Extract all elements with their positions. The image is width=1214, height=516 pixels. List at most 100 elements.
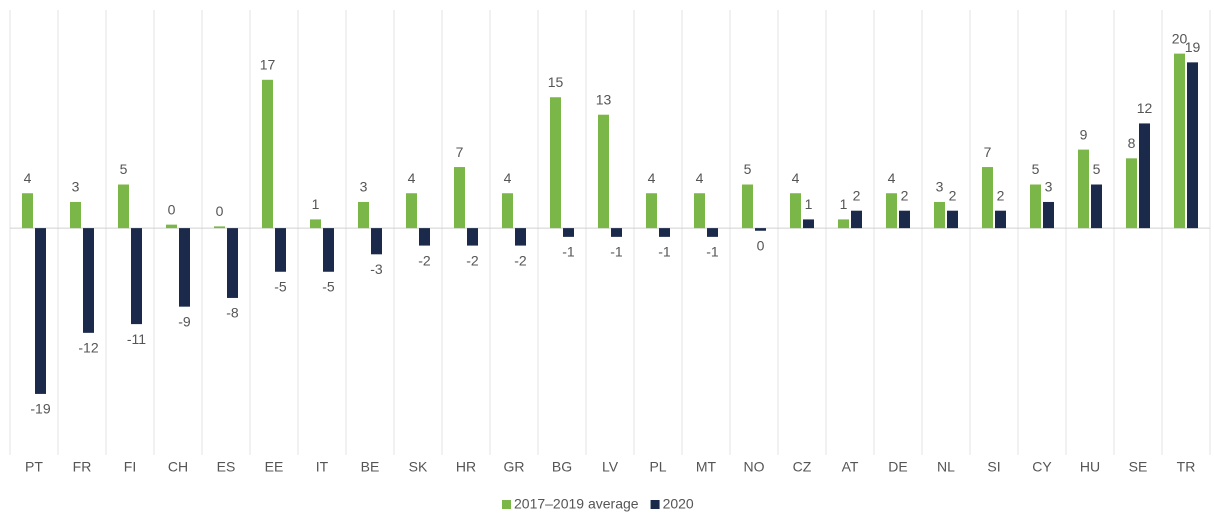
x-tick-label: DE [888,459,907,475]
x-tick-label: HR [456,459,476,475]
data-label: -19 [30,401,50,417]
data-label: 3 [1045,179,1053,195]
bar [70,201,81,229]
bar [214,226,225,229]
x-tick-label: AT [842,459,859,475]
data-label: -1 [562,244,575,260]
x-tick-label: FI [124,459,136,475]
bar [1139,123,1150,229]
bar [179,228,190,307]
bar [947,210,958,229]
x-tick-label: LV [602,459,619,475]
data-label: 19 [1185,39,1201,55]
x-tick-label: SE [1129,459,1148,475]
bar [838,219,849,229]
legend-swatch [502,500,511,509]
data-label: 4 [696,170,704,186]
bar [982,167,993,229]
bar [118,184,129,229]
bar [659,228,670,237]
data-label: -1 [658,244,671,260]
data-label: 1 [840,196,848,212]
data-label: -11 [127,331,146,347]
bar [35,228,46,394]
x-tick-label: NO [744,459,765,475]
data-label: 0 [757,237,765,253]
x-tick-label: BG [552,459,572,475]
data-label: 3 [936,179,944,195]
x-tick-label: HU [1080,459,1100,475]
x-tick-label: MT [696,459,717,475]
bar [131,228,142,325]
data-label: -8 [226,305,239,321]
x-tick-label: SK [409,459,428,475]
x-tick-label: PL [649,459,666,475]
legend-label: 2020 [663,496,694,512]
bar [934,201,945,229]
x-tick-label: CH [168,459,188,475]
data-label: 7 [984,144,992,160]
bar [995,210,1006,229]
bar [22,193,33,229]
legend-label: 2017–2019 average [514,496,639,512]
data-label: -2 [418,252,431,268]
bar [1030,184,1041,229]
data-label: 5 [744,161,752,177]
bar [323,228,334,272]
bar [515,228,526,246]
data-label: 9 [1080,126,1088,142]
bar [1078,149,1089,229]
bar [83,228,94,333]
data-label: -1 [706,244,719,260]
bar [550,97,561,229]
bar [1091,184,1102,229]
data-label: 3 [360,179,368,195]
data-label: 0 [168,201,176,217]
legend-swatch [650,500,660,509]
data-label: 1 [805,196,813,212]
bar [371,228,382,255]
data-label: 8 [1128,135,1136,151]
data-label: -5 [274,278,287,294]
bar [419,228,430,246]
bar [358,201,369,229]
x-tick-label: IT [316,459,329,475]
x-tick-label: GR [504,459,525,475]
bar [467,228,478,246]
x-tick-label: BE [361,459,380,475]
bar [275,228,286,272]
bar [406,193,417,229]
data-label: 2 [853,187,861,203]
bar [694,193,705,229]
data-label: 0 [216,203,224,219]
bar [611,228,622,237]
data-label: -9 [178,313,191,329]
data-label: 4 [648,170,656,186]
data-label: 3 [72,179,80,195]
data-label: 2 [949,187,957,203]
x-tick-label: PT [25,459,43,475]
data-label: -5 [322,278,335,294]
data-label: 7 [456,144,464,160]
bar [707,228,718,237]
data-label: 4 [792,170,800,186]
data-label: -12 [78,340,98,356]
x-tick-label: ES [217,459,236,475]
data-label: 12 [1137,100,1153,116]
data-label: 4 [24,170,32,186]
bar [454,167,465,229]
bar [563,228,574,237]
x-tick-label: SI [987,459,1000,475]
data-label: 4 [504,170,512,186]
bar [227,228,238,298]
bar [1126,158,1137,229]
x-tick-label: EE [265,459,284,475]
x-tick-label: TR [1177,459,1196,475]
data-label: 4 [888,170,896,186]
bar [166,224,177,229]
x-tick-label: FR [73,459,92,475]
bar [1174,53,1185,229]
data-label: 5 [1032,161,1040,177]
data-label: 2 [901,187,909,203]
